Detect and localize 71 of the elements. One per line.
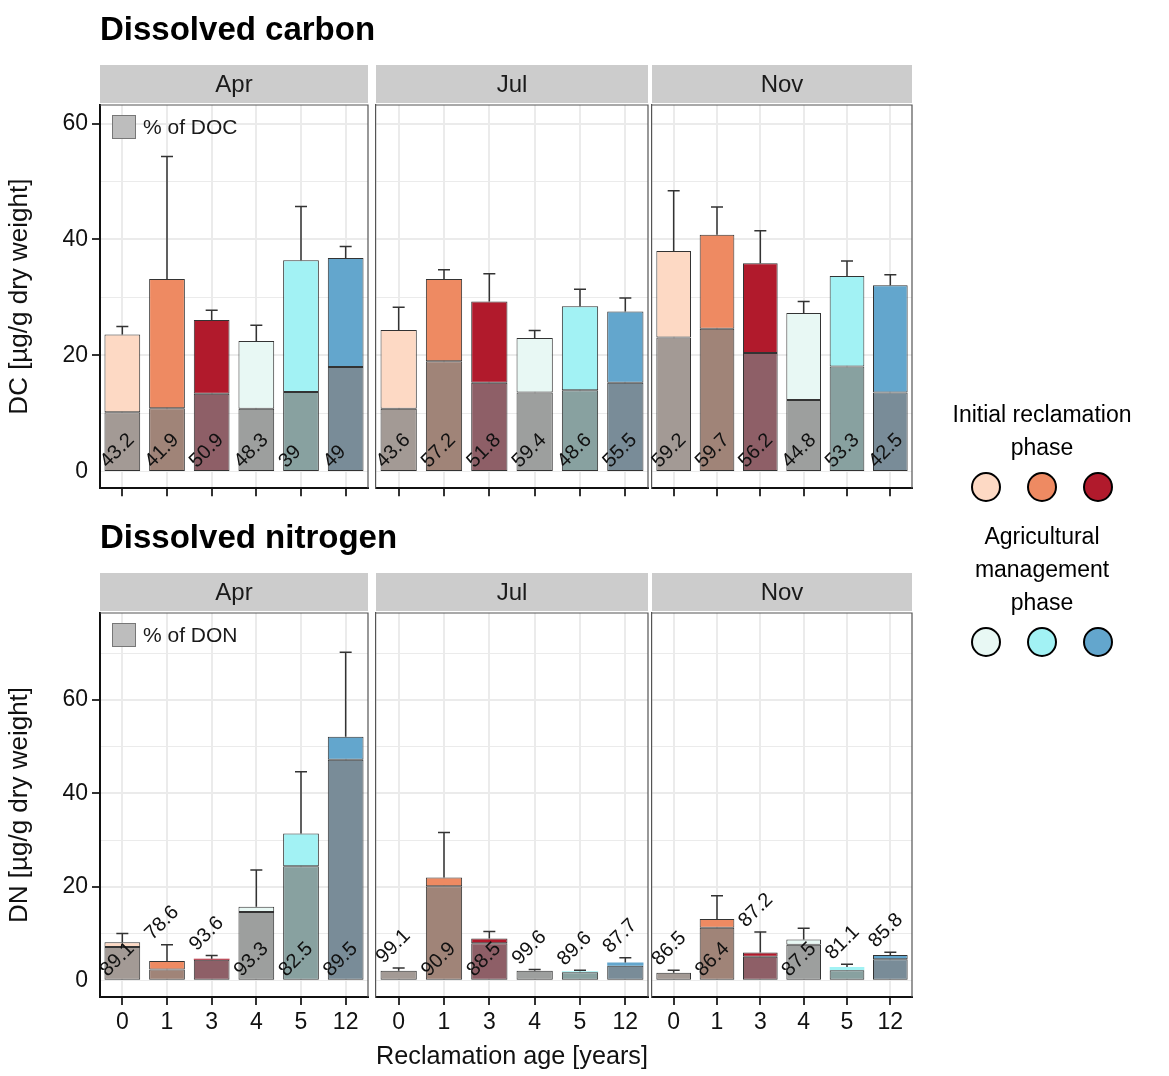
annotation: 56.2 xyxy=(733,428,777,472)
annotation: 48.6 xyxy=(552,428,596,472)
x-tick-label: 12 xyxy=(332,1008,359,1035)
y-axis-title: DC [µg/g dry weight] xyxy=(2,178,33,415)
annotation: 44.8 xyxy=(776,428,820,472)
x-tick-label: 12 xyxy=(612,1008,639,1035)
y-tick-label: 20 xyxy=(62,340,88,367)
x-tick-label: 3 xyxy=(205,1008,219,1035)
annotation: 49 xyxy=(318,439,350,472)
y-axis-title: DN [µg/g dry weight] xyxy=(2,686,33,924)
x-tick-label: 3 xyxy=(753,1008,767,1035)
text: % of DOC xyxy=(143,115,238,139)
annotation: 50.9 xyxy=(184,428,228,472)
y-tick-label: 0 xyxy=(75,965,88,992)
y-tick-label: 40 xyxy=(62,778,88,805)
x-tick-label: 5 xyxy=(294,1008,308,1035)
text: % of DON xyxy=(143,623,238,647)
annotation: 89.1 xyxy=(94,936,138,981)
y-tick-label: 20 xyxy=(62,872,88,899)
text: Initial reclamation phase xyxy=(951,400,1133,462)
chart-title: Jul xyxy=(496,69,528,97)
x-tick-label: 0 xyxy=(392,1008,406,1035)
chart-title: Apr xyxy=(215,577,253,605)
x-tick-label: 4 xyxy=(249,1008,263,1035)
annotation: 99.6 xyxy=(506,925,550,969)
annotation: 78.6 xyxy=(139,900,183,944)
annotation: 59.4 xyxy=(506,428,550,472)
chart-title: Jul xyxy=(496,577,528,605)
y-tick-label: 0 xyxy=(75,456,88,483)
x-axis-title: Reclamation age [years] xyxy=(376,1040,648,1069)
chart-title: Nov xyxy=(760,577,804,605)
annotation: 57.2 xyxy=(416,428,460,472)
annotation: 86.4 xyxy=(689,936,734,981)
annotation: 89.6 xyxy=(552,926,596,970)
y-tick-label: 60 xyxy=(62,685,88,712)
x-tick-label: 12 xyxy=(877,1008,904,1035)
annotation: 39 xyxy=(273,439,305,472)
x-tick-label: 5 xyxy=(573,1008,587,1035)
annotation: 85.8 xyxy=(863,907,907,951)
bar xyxy=(607,962,644,966)
chart-title: Nov xyxy=(760,69,804,97)
annotation: 93.3 xyxy=(228,936,272,981)
y-tick-label: 60 xyxy=(62,108,88,135)
annotation: 81.1 xyxy=(819,920,864,964)
annotation: 99.1 xyxy=(370,923,414,967)
annotation: 93.6 xyxy=(184,911,228,955)
x-tick-label: 1 xyxy=(437,1008,451,1035)
annotation: 43.2 xyxy=(94,428,138,472)
annotation: 51.8 xyxy=(461,428,505,472)
annotation: 53.3 xyxy=(819,428,864,472)
x-tick-label: 1 xyxy=(160,1008,174,1035)
x-tick-label: 4 xyxy=(797,1008,811,1035)
x-tick-label: 0 xyxy=(115,1008,129,1035)
annotation: 90.9 xyxy=(416,936,460,981)
annotation: 41.9 xyxy=(139,428,183,472)
annotation: 42.5 xyxy=(863,428,907,472)
chart-subtitle: Dissolved carbon xyxy=(100,10,376,48)
x-tick-label: 4 xyxy=(528,1008,542,1035)
bar xyxy=(829,967,865,971)
x-tick-label: 0 xyxy=(667,1008,681,1035)
chart-subtitle: Dissolved nitrogen xyxy=(100,518,398,556)
x-tick-label: 3 xyxy=(482,1008,496,1035)
chart-title: Apr xyxy=(215,69,253,97)
annotation: 87.2 xyxy=(733,887,777,931)
annotation: 48.3 xyxy=(228,428,272,472)
x-tick-label: 1 xyxy=(710,1008,724,1035)
x-tick-label: 5 xyxy=(840,1008,854,1035)
text: Agricultural management phase xyxy=(973,522,1111,617)
annotation: 59.2 xyxy=(646,428,690,472)
y-tick-label: 40 xyxy=(62,224,88,251)
annotation: 43.6 xyxy=(370,428,414,472)
